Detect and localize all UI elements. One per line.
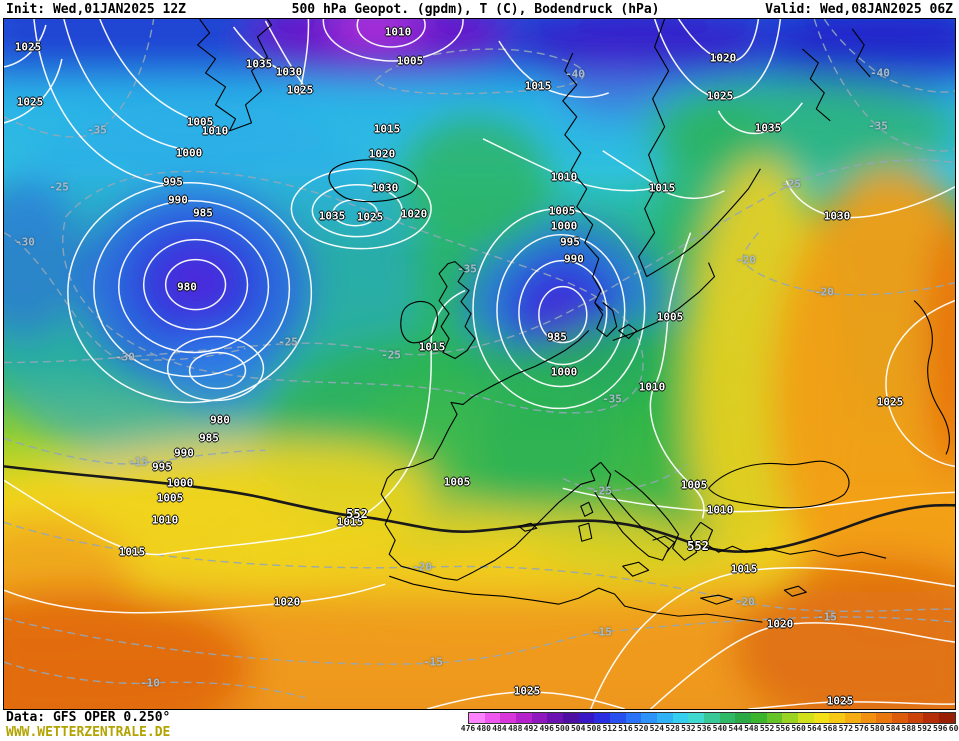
colorbar-segment	[547, 713, 564, 723]
colorbar-tick-label: 480	[476, 724, 491, 733]
colorbar-segment	[860, 713, 877, 723]
colorbar-segment	[484, 713, 501, 723]
colorbar-segment	[719, 713, 736, 723]
colorbar-segment	[876, 713, 893, 723]
colorbar-segment	[469, 713, 485, 723]
colorbar-segment	[829, 713, 846, 723]
colorbar-tick-label: 532	[681, 724, 696, 733]
colorbar-tick-label: 592	[917, 724, 932, 733]
colorbar: 476 480 484 488 492 496 500 504 508 512 516 520 524 5…	[461, 712, 959, 737]
colorbar-segment	[782, 713, 799, 723]
colorbar-segment	[641, 713, 658, 723]
colorbar-tick-label: 540	[712, 724, 728, 733]
coastlines	[197, 19, 950, 623]
colorbar-segment	[892, 713, 908, 723]
colorbar-segment	[923, 713, 940, 723]
colorbar-segment	[939, 713, 955, 723]
colorbar-tick-label: 476	[460, 724, 476, 733]
colorbar-tick-label: 520	[633, 724, 649, 733]
website-label: WWW.WETTERZENTRALE.DE	[6, 725, 171, 740]
data-source-label: Data: GFS OPER 0.250°	[6, 710, 171, 725]
colorbar-segment	[907, 713, 924, 723]
colorbar-tick-label: 524	[649, 724, 665, 733]
colorbar-segment	[500, 713, 517, 723]
weather-map-canvas	[4, 19, 955, 709]
colorbar-segment	[766, 713, 783, 723]
colorbar-tick-label: 488	[507, 724, 523, 733]
colorbar-segment	[594, 713, 611, 723]
pressure-contours	[4, 19, 955, 709]
colorbar-tick-label: 576	[854, 724, 869, 733]
colorbar-segment	[625, 713, 642, 723]
colorbar-segment	[563, 713, 579, 723]
weather-map: 1010 1005 1035 1030 1025 1025 1025 1015 1020 1025…	[3, 18, 956, 710]
header-bar: Init: Wed,01JAN2025 12Z 500 hPa Geopot. …	[0, 0, 959, 18]
colorbar-segment	[688, 713, 705, 723]
colorbar-segment	[813, 713, 830, 723]
colorbar-tick-label: 536	[696, 724, 712, 733]
colorbar-segment	[751, 713, 767, 723]
colorbar-tick-label: 500	[555, 724, 570, 733]
colorbar-tick-label: 492	[523, 724, 539, 733]
colorbar-segment	[735, 713, 752, 723]
colorbar-tick-label: 504	[570, 724, 586, 733]
colorbar-tick-label: 596	[933, 724, 948, 733]
colorbar-tick-label: 528	[665, 724, 680, 733]
colorbar-tick-label: 600	[948, 724, 959, 733]
colorbar-segment	[845, 713, 861, 723]
colorbar-tick-label: 548	[744, 724, 759, 733]
colorbar-tick-label: 556	[775, 724, 791, 733]
colorbar-tick-label: 544	[728, 724, 743, 733]
colorbar-tick-label: 508	[586, 724, 602, 733]
colorbar-tick-label: 584	[885, 724, 901, 733]
colorbar-tick-labels: 476 480 484 488 492 496 500 504 508 512 516 520 524 5…	[461, 724, 959, 737]
init-label: Init: Wed,01JAN2025 12Z	[6, 1, 187, 17]
colorbar-segment	[516, 713, 532, 723]
colorbar-segment	[531, 713, 548, 723]
colorbar-segment	[798, 713, 814, 723]
colorbar-tick-label: 496	[539, 724, 554, 733]
colorbar-tick-label: 588	[901, 724, 916, 733]
geopotential-field-blobs	[4, 19, 955, 709]
footer-bar: Data: GFS OPER 0.250° WWW.WETTERZENTRALE…	[0, 710, 959, 741]
colorbar-segment	[704, 713, 720, 723]
colorbar-segment	[610, 713, 626, 723]
colorbar-segments	[468, 712, 956, 724]
temperature-contours	[4, 19, 955, 699]
colorbar-tick-label: 568	[822, 724, 838, 733]
colorbar-tick-label: 580	[870, 724, 885, 733]
colorbar-tick-label: 572	[838, 724, 854, 733]
colorbar-tick-label: 512	[602, 724, 617, 733]
colorbar-tick-label: 560	[791, 724, 806, 733]
colorbar-tick-label: 564	[807, 724, 822, 733]
colorbar-segment	[672, 713, 689, 723]
colorbar-tick-label: 516	[618, 724, 633, 733]
map-title: 500 hPa Geopot. (gpdm), T (C), Bodendruc…	[291, 1, 660, 17]
colorbar-tick-label: 484	[492, 724, 507, 733]
valid-label: Valid: Wed,08JAN2025 06Z	[765, 1, 953, 17]
colorbar-segment	[657, 713, 673, 723]
colorbar-tick-label: 552	[759, 724, 775, 733]
geopotential-552-line	[4, 465, 955, 553]
colorbar-segment	[578, 713, 595, 723]
